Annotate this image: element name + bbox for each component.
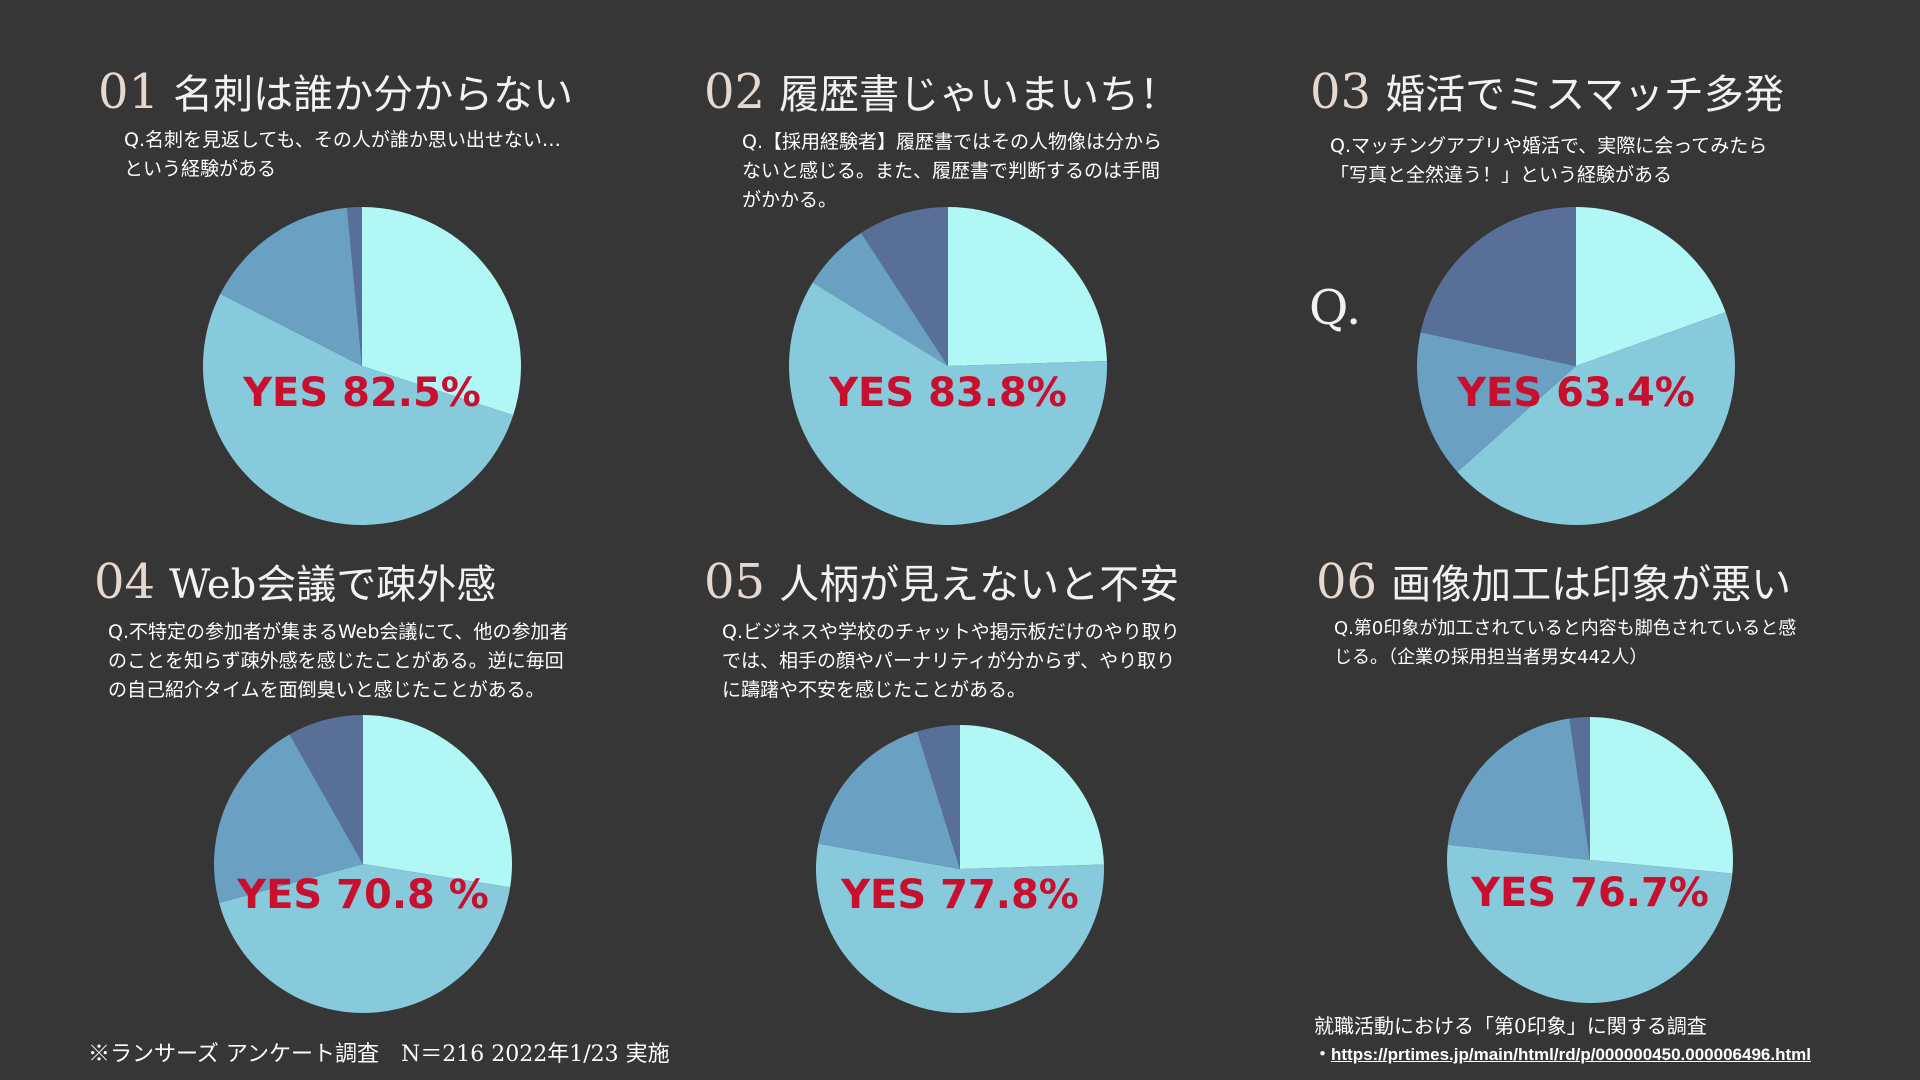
question-line: のことを知らず疎外感を感じたことがある。逆に毎回: [108, 650, 564, 672]
panel-title: 人柄が見えないと不安: [779, 562, 1180, 608]
pie-slice-4: [1569, 717, 1590, 860]
panel-heading: 05 人柄が見えないと不安: [704, 552, 1179, 610]
question-line: Q.マッチングアプリや婚活で、実際に会ってみたら: [1330, 135, 1768, 157]
pie-slice-1: [1590, 717, 1734, 874]
source-link-row: ・https://prtimes.jp/main/html/rd/p/00000…: [1314, 1040, 1811, 1065]
survey-note: ※ランサーズ アンケート調査 N＝216 2022年1/23 実施: [88, 1042, 670, 1067]
panel-heading: 06 画像加工は印象が悪い: [1316, 552, 1791, 610]
pie-slice-4: [917, 725, 960, 869]
panel-number: 01: [98, 64, 160, 120]
q-mark: Q.: [1309, 280, 1362, 336]
panel-heading: 03 婚活でミスマッチ多発: [1310, 62, 1784, 120]
pie-slice-2: [1447, 844, 1733, 1003]
panel-number: 05: [704, 554, 766, 610]
yes-percentage-label: YES 83.8%: [828, 370, 1067, 416]
question-line: では、相手の顔やパーナリティが分からず、やり取り: [722, 650, 1176, 672]
panel-number: 06: [1316, 554, 1378, 610]
panel-number: 04: [94, 554, 156, 610]
pie-slice-2: [1457, 312, 1736, 526]
pie-slice-4: [347, 207, 362, 366]
question-text: Q.不特定の参加者が集まるWeb会議にて、他の参加者 のことを知らず疎外感を感じ…: [108, 618, 568, 705]
pie-slice-2: [788, 282, 1107, 526]
pie-slice-3: [1416, 332, 1576, 472]
pie-slice-3: [220, 207, 362, 366]
panel-title: Web会議で疎外感: [169, 562, 497, 608]
question-line: ないと感じる。また、履歴書で判断するのは手間: [742, 160, 1161, 182]
pie-slice-1: [363, 715, 512, 888]
question-line: に躊躇や不安を感じたことがある。: [722, 679, 1027, 701]
pie-slice-1: [960, 725, 1104, 869]
pie-slice-3: [1447, 718, 1590, 860]
pie-slice-4: [289, 715, 363, 864]
pie-slice-2: [219, 864, 511, 1013]
pie-slice-4: [861, 207, 948, 366]
question-line: Q.第0印象が加工されていると内容も脚色されていると感: [1334, 618, 1797, 639]
source-bullet: ・: [1314, 1045, 1331, 1064]
source-title: 就職活動における「第0印象」に関する調査: [1314, 1014, 1707, 1038]
question-line: Q.名刺を見返しても、その人が誰か思い出せない…: [124, 129, 561, 151]
yes-percentage-label: YES 70.8 %: [236, 872, 489, 918]
source-url-link[interactable]: https://prtimes.jp/main/html/rd/p/000000…: [1331, 1045, 1811, 1064]
panel-number: 02: [704, 64, 766, 120]
yes-percentage-label: YES 82.5%: [242, 370, 481, 416]
panel-title: 履歴書じゃいまいち！: [779, 72, 1180, 118]
pie-slice-1: [1576, 207, 1726, 366]
panel-heading: 02 履歴書じゃいまいち！: [704, 62, 1179, 120]
yes-percentage-label: YES 76.7%: [1470, 870, 1709, 916]
pie-slice-1: [362, 207, 521, 416]
panel-title: 画像加工は印象が悪い: [1391, 562, 1792, 608]
question-line: 「写真と全然違う！」という経験がある: [1330, 164, 1673, 186]
panel-number: 03: [1310, 64, 1372, 120]
question-line: Q.不特定の参加者が集まるWeb会議にて、他の参加者: [108, 621, 569, 643]
question-text: Q.名刺を見返しても、その人が誰か思い出せない… という経験がある: [124, 126, 561, 184]
pie-slice-3: [214, 734, 363, 903]
pie-slice-3: [812, 232, 948, 366]
question-text: Q.ビジネスや学校のチャットや掲示板だけのやり取り では、相手の顔やパーナリティ…: [722, 618, 1180, 705]
pie-slice-3: [818, 731, 960, 869]
question-line: じる。（企業の採用担当者男女442人）: [1334, 647, 1648, 668]
pie-slice-2: [202, 293, 514, 526]
panel-heading: 04 Web会議で疎外感: [94, 552, 496, 610]
pie-slice-1: [948, 207, 1107, 366]
panel-title: 婚活でミスマッチ多発: [1385, 72, 1784, 118]
pie-slice-2: [816, 843, 1104, 1013]
panel-title: 名刺は誰か分からない: [173, 72, 574, 118]
question-text: Q.マッチングアプリや婚活で、実際に会ってみたら 「写真と全然違う！」という経験…: [1330, 132, 1767, 190]
panel-heading: 01 名刺は誰か分からない: [98, 62, 573, 120]
question-text: Q.【採用経験者】履歴書ではその人物像は分から ないと感じる。また、履歴書で判断…: [742, 128, 1162, 215]
question-line: Q.ビジネスや学校のチャットや掲示板だけのやり取り: [722, 621, 1180, 643]
question-line: という経験がある: [124, 158, 277, 180]
pie-slice-4: [1420, 207, 1576, 366]
question-line: の自己紹介タイムを面倒臭いと感じたことがある。: [108, 679, 545, 701]
yes-percentage-label: YES 77.8%: [840, 872, 1079, 918]
question-line: がかかる。: [742, 189, 838, 211]
question-text: Q.第0印象が加工されていると内容も脚色されていると感 じる。（企業の採用担当者…: [1334, 614, 1796, 672]
yes-percentage-label: YES 63.4%: [1456, 370, 1695, 416]
question-line: Q.【採用経験者】履歴書ではその人物像は分から: [742, 131, 1162, 153]
